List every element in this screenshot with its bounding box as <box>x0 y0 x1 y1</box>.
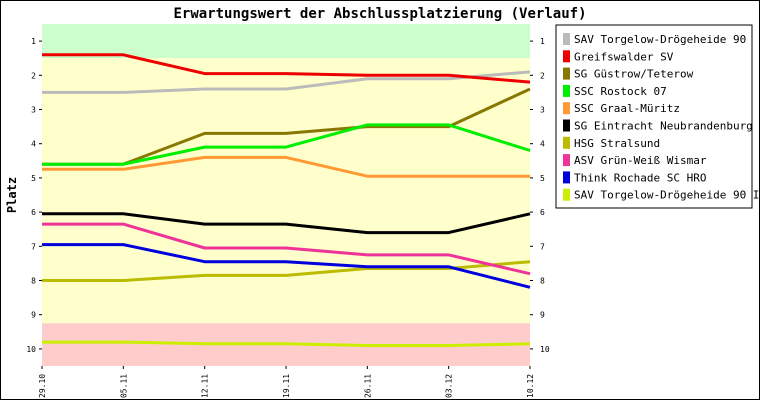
y-tick-label-left: 9 <box>31 311 36 320</box>
zone-band <box>42 24 530 59</box>
y-tick-label-right: 7 <box>540 242 545 251</box>
x-tick-label: 29.10 <box>38 374 47 398</box>
legend-entry: SG Güstrow/Teterow <box>574 68 694 81</box>
y-tick-label-right: 4 <box>540 140 545 149</box>
series-line <box>42 260 531 282</box>
y-tick-label-left: 6 <box>31 208 36 217</box>
y-tick-label-left: 5 <box>31 174 36 183</box>
y-tick-label-left: 3 <box>31 106 36 115</box>
legend-box <box>555 24 753 209</box>
zone-band <box>42 58 530 324</box>
legend-swatch <box>563 136 570 149</box>
series-line <box>42 222 531 276</box>
legend-swatch <box>563 67 570 80</box>
y-tick-label-left: 4 <box>31 140 36 149</box>
legend-entry: SSC Graal-Müritz <box>574 102 680 115</box>
x-tick-label: 19.11 <box>282 374 291 398</box>
y-tick-label-right: 9 <box>540 311 545 320</box>
x-tick-label: 12.11 <box>201 374 210 398</box>
series-line <box>42 340 531 347</box>
legend-entry: ASV Grün-Weiß Wismar <box>574 154 707 167</box>
y-tick-label-left: 10 <box>26 345 36 354</box>
legend-swatch <box>563 84 570 97</box>
legend-swatch <box>563 171 570 184</box>
series-line <box>42 243 531 289</box>
series-line <box>42 53 531 84</box>
x-tick-label: 26.11 <box>363 374 372 398</box>
y-tick-label-right: 10 <box>540 345 550 354</box>
legend-entry: SAV Torgelow-Drögeheide 90 II <box>574 189 760 202</box>
x-tick-label: 10.12 <box>526 374 535 398</box>
legend-swatch <box>563 33 570 45</box>
legend-swatch <box>563 188 570 201</box>
legend-entry: SG Eintracht Neubrandenburg <box>574 120 753 133</box>
legend-swatch <box>563 102 570 115</box>
y-tick-label-right: 1 <box>540 37 545 46</box>
legend-swatch <box>563 154 570 167</box>
y-tick-label-right: 8 <box>540 277 545 286</box>
legend-entry: Greifswalder SV <box>574 50 674 63</box>
y-axis-label: Platz <box>5 177 19 213</box>
y-tick-label-right: 5 <box>540 174 545 183</box>
x-tick-label: 05.11 <box>119 374 128 398</box>
y-tick-label-left: 8 <box>31 277 36 286</box>
x-tick-label: 03.12 <box>445 374 454 398</box>
legend-swatch <box>563 50 570 63</box>
legend-swatch <box>563 119 570 132</box>
legend-entry: SAV Torgelow-Drögeheide 90 <box>574 33 746 46</box>
chart-title: Erwartungswert der Abschlussplatzierung … <box>173 6 586 22</box>
y-tick-label-right: 3 <box>540 106 545 115</box>
series-line <box>42 155 530 178</box>
series-line <box>42 70 531 94</box>
y-tick-label-right: 6 <box>540 208 545 217</box>
legend-entry: Think Rochade SC HRO <box>574 171 706 184</box>
series-line <box>42 123 531 166</box>
y-tick-label-left: 2 <box>31 71 36 80</box>
y-tick-label-left: 1 <box>31 37 36 46</box>
y-tick-label-left: 7 <box>31 242 36 251</box>
y-tick-label-right: 2 <box>540 71 545 80</box>
legend-entry: HSG Stralsund <box>574 137 660 150</box>
legend-entry: SSC Rostock 07 <box>574 85 667 98</box>
series-line <box>42 212 531 235</box>
